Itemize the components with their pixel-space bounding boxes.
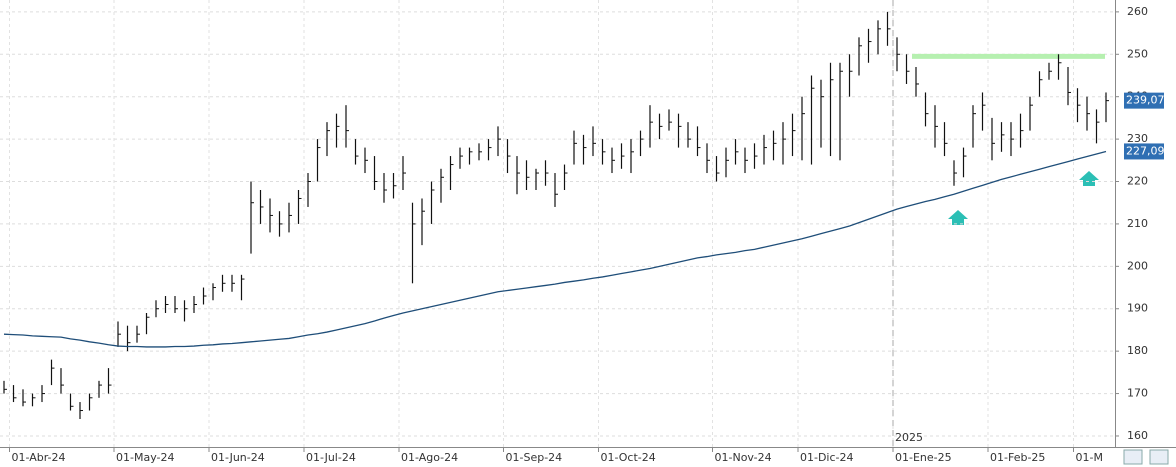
x-tick-label: 01-Sep-24 xyxy=(506,451,563,464)
x-tick-label: 01-Nov-24 xyxy=(715,451,772,464)
x-tick-label: 01-Oct-24 xyxy=(601,451,656,464)
x-tick-label: 01-May-24 xyxy=(116,451,174,464)
support-arrow xyxy=(948,210,968,225)
x-tick-label: 01-Abr-24 xyxy=(12,451,66,464)
price-label: 239,07 xyxy=(1126,94,1165,107)
y-tick-label: 220 xyxy=(1127,175,1148,188)
support-arrow xyxy=(1079,171,1099,186)
y-tick-label: 200 xyxy=(1127,259,1148,272)
y-tick-label: 230 xyxy=(1127,132,1148,145)
price-label: 227,09 xyxy=(1126,144,1165,157)
x-tick-label: 01-Feb-25 xyxy=(990,451,1045,464)
x-tick-label: 01-Jun-24 xyxy=(211,451,265,464)
x-tick-label: 01-Ene-25 xyxy=(895,451,952,464)
year-label: 2025 xyxy=(895,431,923,444)
y-tick-label: 260 xyxy=(1127,5,1148,18)
y-tick-label: 250 xyxy=(1127,47,1148,60)
tool-button[interactable] xyxy=(1123,449,1143,465)
y-tick-label: 190 xyxy=(1127,302,1148,315)
x-tick-label: 01-Ago-24 xyxy=(401,451,458,464)
moving-average xyxy=(3,150,1107,348)
price-label-box xyxy=(1124,143,1164,160)
price-label-box xyxy=(1124,92,1164,109)
y-tick-label: 210 xyxy=(1127,217,1148,230)
y-tick-label: 160 xyxy=(1127,429,1148,442)
x-tick-label: 01-M xyxy=(1076,451,1103,464)
y-tick-label: 180 xyxy=(1127,344,1148,357)
y-tick-label: 170 xyxy=(1127,387,1148,400)
x-tick-label: 01-Dic-24 xyxy=(800,451,854,464)
tool-button[interactable] xyxy=(1149,449,1169,465)
x-tick-label: 01-Jul-24 xyxy=(306,451,356,464)
